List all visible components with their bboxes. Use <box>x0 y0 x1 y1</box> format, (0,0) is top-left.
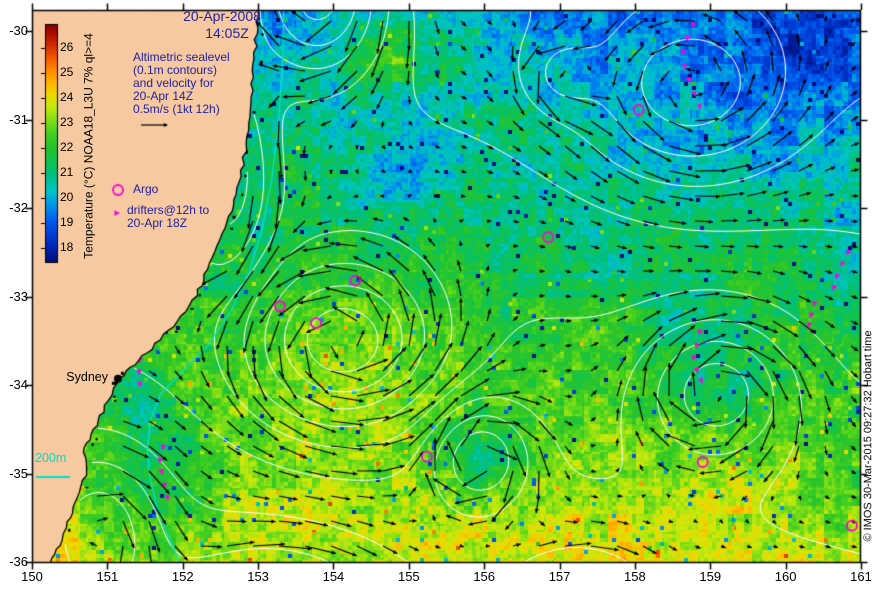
colorbar-tick-label: 20 <box>60 190 74 204</box>
city-label: Sydney <box>66 370 108 384</box>
isobath-legend-label: 200m <box>35 451 67 465</box>
x-axis-tick-label: 154 <box>322 569 345 584</box>
x-axis-tick-label: 155 <box>397 569 420 584</box>
annotation-line: 20-Apr 14Z <box>133 89 194 103</box>
colorbar-label: Temperature (°C) NOAA18_L3U 7% ql>=4 <box>81 33 96 259</box>
y-axis-tick-label: -35 <box>9 465 28 481</box>
y-axis-tick-label: -34 <box>9 377 28 392</box>
drifter-legend-label: 20-Apr 18Z <box>127 216 188 230</box>
x-axis-tick-label: 150 <box>21 569 43 584</box>
colorbar-tick-label: 24 <box>60 90 74 104</box>
x-axis-tick-label: 161 <box>850 569 872 584</box>
colorbar-tick-label: 23 <box>60 115 74 129</box>
y-axis-tick-label: -30 <box>9 23 28 38</box>
x-axis-tick-label: 153 <box>247 569 269 584</box>
x-axis-tick-label: 159 <box>699 569 722 584</box>
x-axis-tick-label: 158 <box>624 569 646 584</box>
x-axis-tick-label: 152 <box>171 569 194 584</box>
y-axis-tick-label: -36 <box>9 554 28 569</box>
y-axis-tick-label: -31 <box>9 111 28 127</box>
colorbar-tick-label: 22 <box>60 140 74 154</box>
map-title-time: 14:05Z <box>205 25 249 41</box>
x-axis-tick-label: 157 <box>548 569 571 584</box>
copyright-note: © IMOS 30-Mar-2015 09:27:32 Hobart time <box>862 330 875 542</box>
annotation-line: and velocity for <box>133 76 214 90</box>
map-title-date: 20-Apr-2008 <box>183 8 261 24</box>
colorbar-tick-label: 26 <box>60 40 74 54</box>
x-axis-tick-label: 151 <box>96 569 119 584</box>
y-axis-tick-label: -32 <box>9 200 28 215</box>
x-axis-tick-label: 156 <box>473 569 496 584</box>
colorbar-tick-label: 25 <box>60 65 74 79</box>
colorbar-tick-label: 21 <box>60 165 74 179</box>
colorbar-tick-label: 19 <box>60 215 74 229</box>
x-axis-tick-label: 160 <box>774 569 797 584</box>
annotation-line: (0.1m contours) <box>133 63 218 77</box>
annotation-line: 0.5m/s (1kt 12h) <box>133 102 220 116</box>
y-axis-tick-label: -33 <box>9 288 28 304</box>
argo-legend-label: Argo <box>133 182 159 196</box>
annotation-line: Altimetric sealevel <box>133 50 230 64</box>
drifter-legend-label: drifters@12h to <box>127 203 210 217</box>
colorbar-tick-label: 18 <box>60 240 74 254</box>
